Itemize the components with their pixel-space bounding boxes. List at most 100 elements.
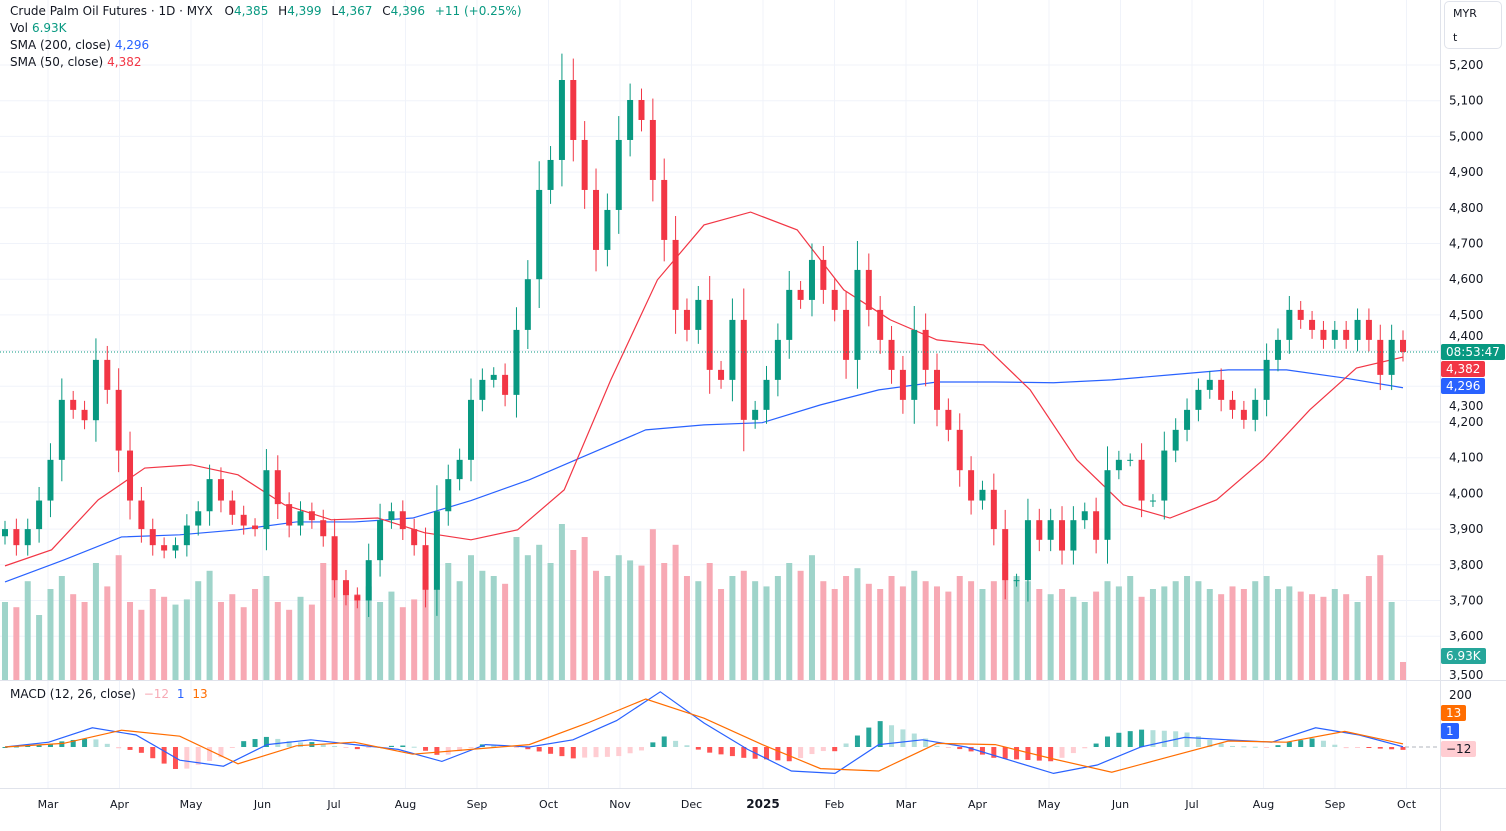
- candle-body: [1365, 319, 1372, 340]
- candle-body: [297, 511, 304, 526]
- macd-line: [4, 691, 1404, 775]
- volume-bar: [252, 589, 259, 680]
- volume-bar: [843, 576, 850, 680]
- volume-bar: [558, 524, 565, 680]
- macd-histogram-bar: [468, 747, 474, 748]
- volume-bar: [854, 568, 861, 680]
- symbol-title[interactable]: Crude Palm Oil Futures · 1D · MYX: [10, 4, 213, 18]
- macd-histogram-bar: [843, 743, 849, 747]
- volume-bar: [763, 586, 770, 680]
- volume-bar: [320, 563, 327, 680]
- volume-bar: [1218, 594, 1225, 680]
- macd-histogram-bar: [1070, 747, 1076, 754]
- sma200-legend[interactable]: SMA (200, close) 4,296: [10, 37, 522, 54]
- macd-histogram-bar: [1389, 747, 1395, 750]
- macd-signal-value: 13: [192, 687, 208, 701]
- macd-histogram-bar: [934, 745, 940, 747]
- volume-bar: [1002, 563, 1009, 680]
- volume-bar: [1229, 586, 1236, 680]
- macd-histogram-bar: [798, 747, 804, 759]
- candle-body: [1093, 511, 1100, 540]
- volume-legend[interactable]: Vol 6.93K: [10, 20, 522, 37]
- candle-body: [831, 289, 838, 310]
- macd-histogram-bar: [548, 747, 554, 754]
- candle-body: [604, 209, 611, 250]
- countdown-tag: 08:53:47: [1441, 344, 1505, 360]
- x-tick-label: Jun: [253, 798, 271, 811]
- candle-body: [24, 529, 31, 546]
- volume-bar: [1343, 594, 1350, 680]
- macd-histogram-bar: [684, 745, 690, 747]
- candle-body: [1036, 520, 1043, 540]
- sma200-value: 4,296: [114, 38, 150, 52]
- volume-bar: [502, 583, 509, 680]
- volume-bar: [172, 604, 179, 680]
- macd-histogram-bar: [411, 746, 417, 748]
- volume-bar: [1115, 586, 1122, 680]
- volume-bar: [1331, 589, 1338, 680]
- candle-body: [524, 279, 531, 330]
- volume-tag: 6.93K: [1441, 648, 1486, 664]
- macd-histogram-bar: [1264, 747, 1270, 748]
- macd-histogram-bar: [695, 747, 701, 750]
- candle-body: [422, 545, 429, 590]
- macd-label: MACD (12, 26, close): [10, 687, 136, 701]
- candle-body: [456, 459, 463, 480]
- sma200-price-tag: 4,296: [1441, 378, 1486, 394]
- volume-bar: [911, 570, 918, 680]
- volume-bar: [365, 586, 372, 680]
- macd-histogram-bar: [423, 747, 429, 751]
- macd-histogram-bar: [1400, 747, 1406, 750]
- y-tick-label: 5,000: [1449, 129, 1483, 143]
- volume-bar: [877, 589, 884, 680]
- candle-body: [479, 379, 486, 400]
- candle-body: [956, 429, 963, 471]
- low-label: L: [331, 4, 339, 18]
- candle-body: [1354, 319, 1361, 340]
- volume-bar: [1104, 581, 1111, 680]
- volume-bar: [740, 570, 747, 680]
- macd-histogram-bar: [1320, 740, 1326, 747]
- x-tick-label: Sep: [1325, 798, 1346, 811]
- volume-bar: [70, 594, 77, 680]
- sma200-line: [4, 369, 1404, 583]
- volume-bar: [706, 563, 713, 680]
- volume-bar: [161, 596, 168, 680]
- candle-body: [1218, 379, 1225, 400]
- macd-legend[interactable]: MACD (12, 26, close) −12 1 13: [10, 687, 208, 701]
- candle-body: [922, 329, 929, 370]
- macd-histogram-bar: [957, 747, 963, 750]
- candle-body: [1286, 309, 1293, 340]
- macd-histogram-bar: [877, 721, 883, 747]
- macd-histogram-bar: [1093, 743, 1099, 747]
- macd-histogram-bar: [13, 746, 19, 748]
- macd-histogram-bar: [70, 739, 76, 747]
- sma50-legend[interactable]: SMA (50, close) 4,382: [10, 54, 522, 71]
- candle-body: [195, 511, 202, 526]
- macd-histogram-bar: [866, 727, 872, 747]
- macd-histogram-bar: [1036, 747, 1042, 761]
- volume-bar: [695, 581, 702, 680]
- macd-histogram-bar: [388, 745, 394, 747]
- volume-bar: [604, 576, 611, 680]
- macd-histogram-bar: [582, 747, 588, 758]
- currency-unit-selector[interactable]: MYR t: [1444, 1, 1502, 49]
- x-tick-label: May: [180, 798, 203, 811]
- candle-body: [661, 179, 668, 240]
- macd-histogram-bar: [207, 747, 213, 761]
- volume-bar: [2, 602, 8, 680]
- y-tick-label: 4,000: [1449, 486, 1483, 500]
- macd-histogram-bar: [1218, 743, 1224, 747]
- y-tick-label: 3,500: [1449, 668, 1483, 682]
- candle-body: [877, 309, 884, 340]
- x-tick-label: Apr: [968, 798, 988, 811]
- volume-bar: [934, 586, 940, 680]
- candle-body: [695, 299, 702, 330]
- volume-bar: [888, 576, 895, 680]
- macd-histogram-bar: [604, 747, 610, 757]
- macd-histogram-bar: [116, 747, 122, 749]
- volume-bar: [1184, 576, 1191, 680]
- volume-bar: [968, 581, 975, 680]
- volume-bar: [1309, 594, 1316, 680]
